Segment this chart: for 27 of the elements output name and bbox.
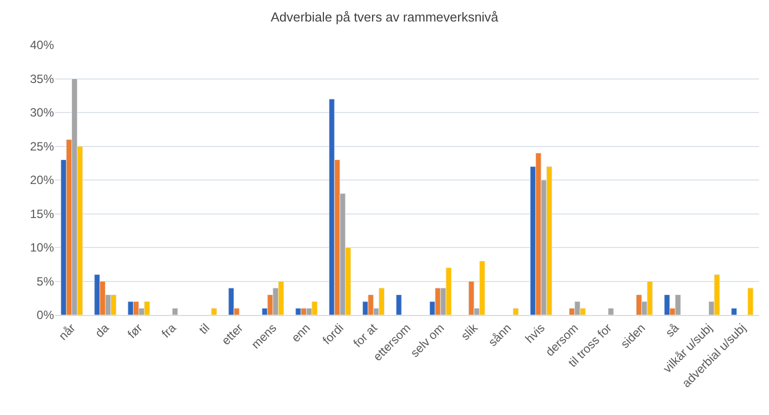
chart-title: Adverbiale på tvers av rammeverksnivå [270, 10, 500, 25]
x-tick-label: enn [288, 320, 313, 345]
y-tick-label: 5% [36, 274, 54, 288]
bar [731, 308, 738, 315]
y-tick-label: 30% [30, 106, 54, 120]
x-tick-label: når [56, 320, 78, 344]
bar [396, 294, 402, 315]
x-tick-label: for at [350, 320, 380, 350]
x-tick-label: til [196, 320, 212, 337]
bar [512, 308, 519, 315]
y-tick-label: 20% [30, 173, 54, 188]
bar [211, 308, 217, 315]
x-tick-label: slik [458, 320, 482, 344]
bar [608, 308, 614, 315]
y-tick-label: 10% [30, 240, 54, 255]
bar [747, 288, 754, 315]
y-tick-label: 0% [36, 308, 54, 322]
y-tick-label: 35% [30, 72, 54, 86]
x-tick-label: da [92, 320, 112, 340]
x-tick-label: hvis [522, 320, 548, 346]
y-tick-label: 25% [30, 139, 54, 154]
y-tick-label: 40% [30, 38, 54, 52]
y-tick-label: 15% [30, 206, 54, 221]
x-tick-label: før [124, 320, 146, 342]
x-tick-label: fra [158, 320, 179, 341]
bar [172, 308, 178, 315]
x-tick-label: så [662, 320, 682, 340]
